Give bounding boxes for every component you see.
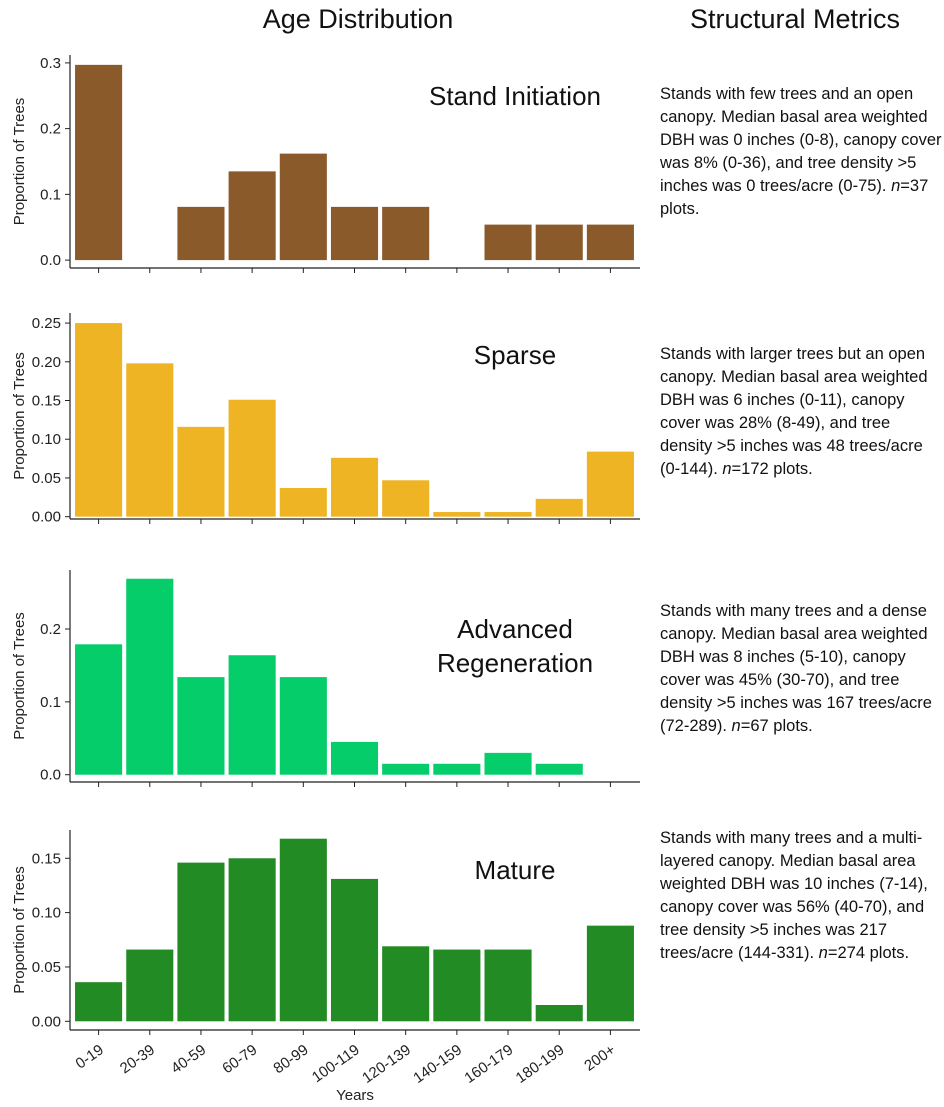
bar [484, 224, 532, 261]
y-tick-label: 0.1 [40, 694, 61, 711]
bar [228, 399, 276, 517]
bar [535, 224, 583, 261]
bar [228, 858, 276, 1022]
bar [586, 925, 634, 1022]
bar [330, 878, 379, 1022]
y-axis-label: Proportion of Trees [11, 98, 28, 226]
n-text: =67 plots. [740, 717, 813, 735]
bar [177, 677, 225, 775]
n-text: =274 plots. [827, 944, 910, 962]
n-symbol: n [891, 177, 901, 195]
y-tick-label: 0.00 [32, 509, 61, 526]
y-tick-label: 0.20 [32, 354, 61, 371]
x-tick-label: 120-139 [359, 1041, 414, 1087]
description: Stands with few trees and an open canopy… [660, 83, 942, 221]
bar [279, 488, 327, 517]
bar [433, 763, 481, 775]
y-tick-label: 0.3 [40, 55, 61, 72]
bar [382, 206, 430, 261]
bar [330, 741, 379, 775]
bar [228, 171, 276, 261]
description-text: Stands with many trees and a dense canop… [660, 602, 932, 735]
bar [126, 363, 174, 517]
y-axis-label: Proportion of Trees [11, 866, 28, 994]
bar [484, 949, 532, 1022]
description: Stands with many trees and a multi-layer… [660, 827, 942, 965]
bar [126, 949, 174, 1022]
bar [535, 763, 583, 775]
panel-title: Stand Initiation [428, 81, 601, 111]
x-tick-label: 20-39 [117, 1041, 158, 1077]
bar [279, 677, 327, 775]
n-text: =37 plots. [660, 177, 929, 218]
bar [535, 498, 583, 517]
x-tick-label: 80-99 [270, 1041, 311, 1077]
bar [433, 512, 481, 517]
x-tick-label: 160-179 [461, 1041, 516, 1087]
y-tick-label: 0.2 [40, 621, 61, 638]
y-tick-label: 0.15 [32, 393, 61, 410]
y-tick-label: 0.2 [40, 121, 61, 138]
x-tick-label: 200+ [581, 1041, 619, 1074]
y-tick-label: 0.00 [32, 1013, 61, 1030]
y-tick-label: 0.10 [32, 431, 61, 448]
y-axis-label: Proportion of Trees [11, 352, 28, 480]
bar [228, 655, 276, 775]
bar [484, 512, 532, 517]
description-text: Stands with many trees and a multi-layer… [660, 829, 928, 962]
panel-title: Sparse [473, 340, 557, 370]
bar [433, 949, 481, 1022]
n-symbol: n [818, 944, 828, 962]
x-tick-label: 60-79 [219, 1041, 260, 1077]
bar [382, 946, 430, 1022]
n-symbol: n [731, 717, 741, 735]
x-tick-label: 100-119 [309, 1041, 363, 1086]
bar [535, 1005, 583, 1022]
bar [75, 982, 123, 1022]
y-tick-label: 0.1 [40, 186, 61, 203]
bar [279, 153, 327, 261]
n-symbol: n [722, 460, 732, 478]
panel-title: Mature [474, 855, 556, 885]
bar [75, 323, 123, 517]
y-tick-label: 0.0 [40, 252, 61, 269]
bar [279, 838, 327, 1022]
x-axis-label: Years [336, 1087, 374, 1104]
column-header: Age Distribution [262, 4, 454, 34]
bar [75, 64, 123, 261]
y-tick-label: 0.05 [32, 470, 61, 487]
y-tick-label: 0.10 [32, 905, 61, 922]
bar [484, 752, 532, 775]
x-tick-label: 180-199 [513, 1041, 568, 1087]
bar [177, 862, 225, 1022]
bar [586, 451, 634, 517]
bar [330, 206, 379, 261]
bar [382, 480, 430, 517]
y-tick-label: 0.15 [32, 850, 61, 867]
x-tick-label: 0-19 [73, 1041, 107, 1072]
bar [75, 644, 123, 775]
bar [330, 457, 379, 517]
panel-title: Advanced Regeneration [436, 614, 594, 678]
y-axis-label: Proportion of Trees [11, 612, 28, 740]
n-text: =172 plots. [731, 460, 813, 478]
y-tick-label: 0.25 [32, 315, 61, 332]
bar [382, 763, 430, 775]
y-tick-label: 0.05 [32, 959, 61, 976]
bar [177, 206, 225, 261]
description-text: Stands with larger trees but an open can… [660, 345, 928, 478]
x-tick-label: 140-159 [410, 1041, 465, 1087]
description-text: Stands with few trees and an open canopy… [660, 85, 942, 195]
bar [126, 578, 174, 775]
description: Stands with larger trees but an open can… [660, 343, 942, 481]
y-tick-label: 0.0 [40, 767, 61, 784]
description: Stands with many trees and a dense canop… [660, 600, 942, 738]
bar [177, 426, 225, 517]
column-header: Structural Metrics [689, 4, 901, 34]
x-tick-label: 40-59 [168, 1041, 209, 1077]
bar [586, 224, 634, 261]
